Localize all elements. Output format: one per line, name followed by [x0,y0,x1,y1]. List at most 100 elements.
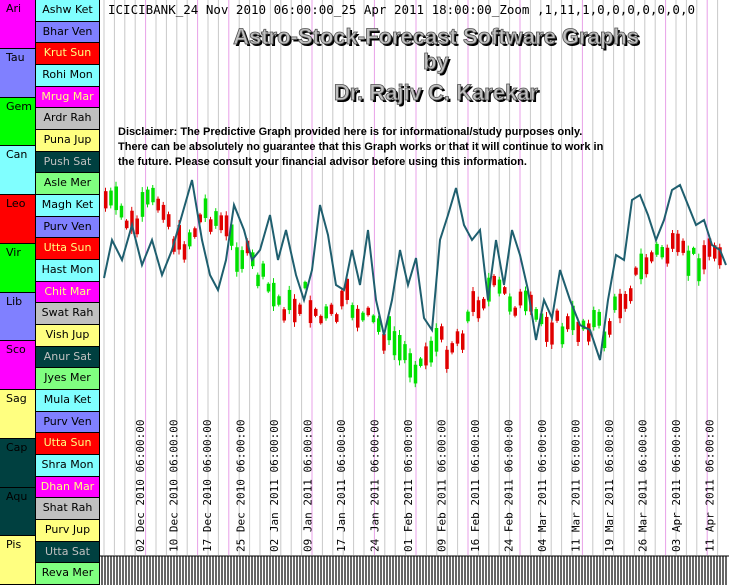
nakshatra-5: Ardr Rah [36,108,100,131]
nakshatra-2: Krut Sun [36,43,100,66]
disclaimer-line-3: the future. Please consult your financia… [118,156,527,168]
candle-body [476,300,481,319]
candle-body [366,307,370,316]
candle-body [314,308,318,316]
nakshatra-15: Vish Jup [36,325,100,347]
candle-body [581,320,586,330]
candle-body [608,321,612,335]
nakshatra-3: Rohi Mon [36,65,100,87]
candle-body [713,245,717,259]
candle-body [513,307,517,316]
sign-sag: Sag [0,390,36,439]
x-axis-label: 03 Apr 2011 06:00:00 [670,420,683,552]
candle-body [665,247,670,264]
candle-body [303,281,307,289]
sign-lib: Lib [0,292,36,342]
candle-body [597,311,601,326]
nakshatra-19: Purv Ven [36,411,100,434]
nakshatra-13: Chit Mar [36,281,100,304]
chart-info-line: ICICIBANK_24 Nov 2010 06:00:00_25 Apr 20… [108,2,695,17]
nakshatra-25: Utta Sat [36,541,100,564]
candle-body [156,198,160,211]
candle-body [650,252,654,262]
candle-body [440,326,444,340]
sign-tau: Tau [0,48,36,98]
candle-body [676,233,680,253]
sign-sco: Sco [0,341,36,390]
x-axis-label: 11 Mar 2011 06:00:00 [570,420,583,552]
candle-body [718,247,722,266]
candle-body [471,291,475,312]
candle-body [566,316,570,330]
candle-body [240,250,244,269]
sign-vir: Vir [0,243,36,293]
candle-body [319,315,323,324]
x-axis-label: 10 Dec 2010 06:00:00 [168,420,181,552]
nakshatra-9: Magh Ket [36,195,100,217]
candle-body [387,316,391,341]
nakshatra-18: Mula Ket [36,390,100,412]
candle-body [503,287,507,294]
candle-body [550,322,554,345]
candle-body [660,247,664,258]
candle-body [518,291,523,306]
zodiac-sidebar: Ari Tau Gem Can Leo Vir Lib Sco Sag Cap Aqu Pis Ashw… [0,0,100,585]
candle-body [324,306,328,319]
sign-cap: Cap [0,438,36,488]
candle-body [403,344,407,361]
title-line-2: by [423,49,449,74]
sign-ari: Ari [0,0,36,49]
nakshatra-8: Asle Mer [36,173,100,196]
x-axis-label: 17 Dec 2010 06:00:00 [201,420,214,552]
candle-body [345,278,349,300]
candle-body [361,312,365,321]
nakshatra-23: Shat Rah [36,498,100,521]
candle-body [655,243,659,255]
candle-body [214,211,218,226]
candle-body [161,204,166,220]
forecast-chart: ICICIBANK_24 Nov 2010 06:00:00_25 Apr 20… [100,0,729,585]
candle-body [146,189,150,205]
candle-body [534,309,538,320]
candle-body [392,331,397,356]
candle-body [329,304,334,314]
candle-body [539,313,544,325]
candle-body [261,263,265,277]
candle-body [434,328,439,352]
candle-body [413,364,418,384]
x-axis-labels: 02 Dec 2010 06:00:00 10 Dec 2010 06:00:00… [134,420,717,552]
candle-body [350,305,355,318]
candle-body [560,326,565,345]
sign-aqu: Aqu [0,487,36,537]
x-axis-label: 17 Jan 2011 06:00:00 [335,420,348,552]
candle-body [571,305,575,331]
candle-body [219,215,223,231]
candle-body [371,315,376,323]
candle-body [408,353,412,378]
candle-body [686,250,691,276]
x-axis-label: 16 Feb 2011 06:00:00 [469,420,482,552]
x-axis-label: 01 Feb 2011 06:00:00 [402,420,415,552]
candle-body [188,232,192,247]
nakshatra-21: Shra Mon [36,455,100,477]
candle-body [114,186,118,211]
candle-body [508,296,512,312]
candle-body [707,238,712,257]
candle-body [235,247,239,272]
title-shadow-1: Astro-Stock-Forecast Software Graphs [235,26,641,51]
candle-body [445,349,449,369]
sign-leo: Leo [0,195,36,244]
candle-body [450,343,454,353]
candle-body [298,304,302,314]
x-axis-label: 11 Apr 2011 06:00:00 [704,420,717,552]
candle-body [482,298,486,309]
x-axis-label: 09 Feb 2011 06:00:00 [436,420,449,552]
candle-body [697,258,701,282]
candle-body [356,308,360,328]
candle-body [592,310,596,328]
title-line-3: Dr. Rajiv C. Karekar [334,80,539,105]
nakshatra-16: Anur Sat [36,346,100,369]
nakshatra-14: Swat Rah [36,303,100,326]
candle-body [497,279,502,294]
x-axis-label: 09 Jan 2011 06:00:00 [302,420,315,552]
